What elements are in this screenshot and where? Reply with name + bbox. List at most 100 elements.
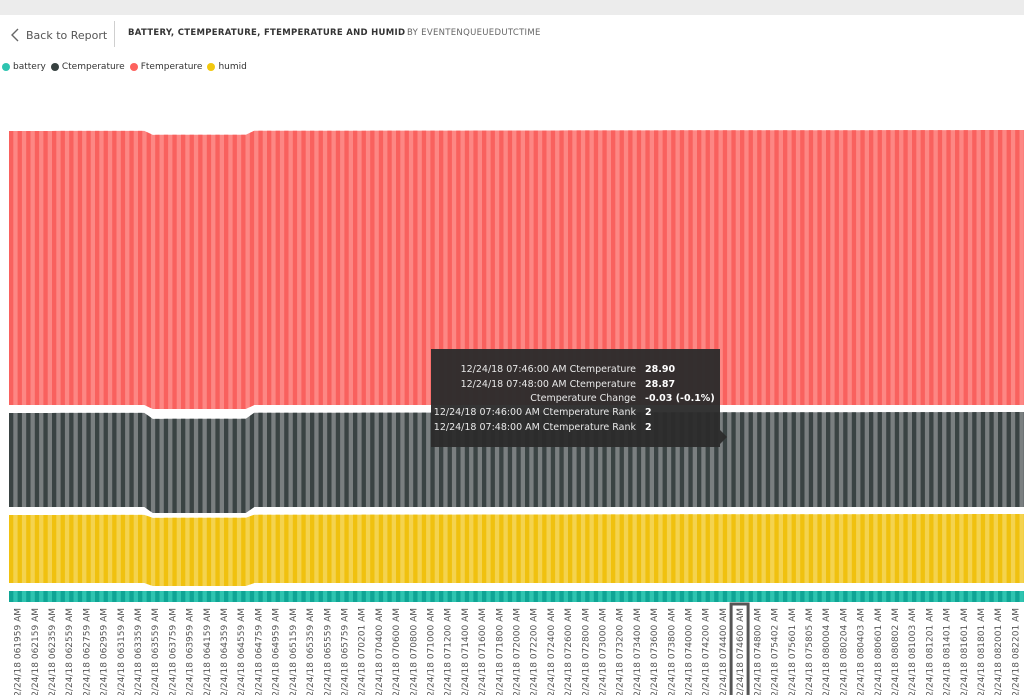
series-stripe (421, 591, 427, 602)
series-stripe (645, 412, 650, 513)
series-stripe (482, 591, 487, 602)
series-stripe (34, 130, 40, 409)
series-stripe (34, 412, 40, 513)
series-stripe (189, 412, 194, 513)
series-stripe (138, 514, 143, 586)
series-stripe (172, 514, 177, 586)
series-stripe (155, 130, 160, 409)
series-stripe (17, 130, 22, 409)
series-stripe (662, 412, 667, 513)
series-stripe (138, 130, 143, 409)
x-tick-label: 12/24/18 080601 AM (874, 608, 884, 695)
x-tick-label: 12/24/18 080403 AM (857, 608, 867, 695)
series-battery-area-stripes (9, 591, 1024, 602)
series-stripe (1006, 514, 1011, 586)
series-stripe (447, 514, 452, 586)
series-stripe (335, 591, 341, 602)
series-stripe (69, 591, 74, 602)
series-stripe (877, 130, 882, 409)
back-to-report-button[interactable]: Back to Report (10, 25, 107, 45)
series-stripe (851, 130, 857, 409)
series-stripe (43, 514, 48, 586)
series-stripe (482, 412, 487, 513)
series-stripe (525, 130, 530, 409)
series-stripe (275, 514, 280, 586)
series-stripe (654, 514, 659, 586)
series-stripe (671, 412, 676, 513)
series-stripe (808, 412, 814, 513)
series-stripe (877, 412, 882, 513)
series-stripe (181, 130, 186, 409)
series-stripe (301, 514, 306, 586)
series-stripe (9, 412, 14, 513)
series-stripe (602, 130, 607, 409)
series-stripe (189, 591, 194, 602)
series-stripe (955, 591, 960, 602)
x-tick-label: 12/24/18 071400 AM (461, 608, 471, 695)
x-tick-label: 12/24/18 063359 AM (134, 608, 144, 695)
series-stripe (413, 514, 418, 586)
series-stripe (198, 514, 203, 586)
x-tick-label: 12/24/18 073400 AM (633, 608, 643, 695)
series-stripe (619, 130, 624, 409)
series-stripe (593, 514, 599, 586)
chart-title: BATTERY, CTEMPERATURE, FTEMPERATURE AND … (128, 28, 406, 38)
series-stripe (989, 591, 994, 602)
series-stripe (740, 591, 745, 602)
series-stripe (619, 514, 624, 586)
series-stripe (284, 130, 289, 409)
tooltip-label: 12/24/18 07:46:00 AM Ctemperature (460, 364, 636, 375)
series-stripe (791, 514, 796, 586)
x-tick-label: 12/24/18 063759 AM (168, 608, 178, 695)
series-stripe (181, 591, 186, 602)
x-tick-label: 12/24/18 081401 AM (943, 608, 953, 695)
series-stripe (447, 130, 452, 409)
legend-item-battery[interactable]: battery (2, 62, 46, 72)
series-stripe (60, 514, 65, 586)
header-bar: Back to Report BATTERY, CTEMPERATURE, FT… (0, 15, 1024, 55)
x-tick-label: 12/24/18 065759 AM (341, 608, 351, 695)
legend-item-humid[interactable]: humid (207, 62, 247, 72)
series-stripe (249, 412, 255, 513)
series-stripe (430, 591, 435, 602)
series-stripe (507, 514, 513, 586)
series-stripe (765, 514, 771, 586)
series-stripe (275, 591, 280, 602)
series-stripe (843, 514, 848, 586)
series-stripe (456, 514, 461, 586)
top-gap (0, 0, 1024, 15)
x-tick-label: 12/24/18 074400 AM (719, 608, 729, 695)
series-stripe (929, 591, 934, 602)
series-stripe (568, 514, 573, 586)
series-stripe (413, 412, 418, 513)
series-stripe (301, 591, 306, 602)
series-stripe (172, 591, 177, 602)
x-tick-label: 12/24/18 064559 AM (237, 608, 247, 695)
series-stripe (258, 130, 263, 409)
legend-item-ctemperature[interactable]: Ctemperature (50, 62, 125, 72)
series-stripe (258, 591, 263, 602)
series-stripe (206, 130, 212, 409)
series-stripe (912, 412, 917, 513)
series-stripe (765, 130, 771, 409)
series-stripe (310, 412, 315, 513)
x-tick-label: 12/24/18 064759 AM (254, 608, 264, 695)
series-stripe (593, 412, 599, 513)
series-stripe (353, 591, 358, 602)
series-stripe (834, 591, 839, 602)
x-tick-label: 12/24/18 072200 AM (530, 608, 540, 695)
series-stripe (447, 412, 452, 513)
series-stripe (292, 412, 298, 513)
series-stripe (155, 514, 160, 586)
series-stripe (877, 591, 882, 602)
series-stripe (516, 130, 521, 409)
series-stripe (327, 591, 332, 602)
series-stripe (757, 130, 762, 409)
series-stripe (387, 130, 392, 409)
legend-item-ftemperature[interactable]: Ftemperature (129, 62, 202, 72)
series-stripe (662, 130, 667, 409)
series-stripe (77, 591, 83, 602)
x-tick-label: 12/24/18 063559 AM (151, 608, 161, 695)
x-tick-label: 12/24/18 082001 AM (994, 608, 1004, 695)
